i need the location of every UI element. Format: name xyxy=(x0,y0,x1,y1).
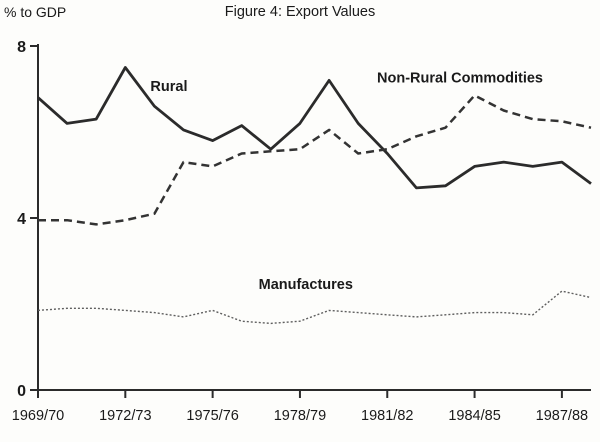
series-line-non-rural-commodities xyxy=(38,94,592,226)
y-tick-label: 0 xyxy=(17,383,26,400)
x-tick-label: 1978/79 xyxy=(274,408,326,424)
plot-area: 0 4 8 1969/70 1972/73 1975/76 1978/79 1981/82 19… xyxy=(12,39,592,424)
series-label-manufactures: Manufactures xyxy=(259,277,353,293)
axes xyxy=(37,44,591,391)
series-line-manufactures xyxy=(37,290,592,325)
y-tick-label: 4 xyxy=(17,211,26,228)
series-line-rural xyxy=(37,66,592,190)
x-tick-label: 1987/88 xyxy=(536,408,588,424)
x-tick-label: 1975/76 xyxy=(186,408,238,424)
y-tick-label: 8 xyxy=(17,39,26,56)
series-label-non-rural-commodities: Non-Rural Commodities xyxy=(377,71,543,87)
x-tick-label: 1972/73 xyxy=(99,408,151,424)
y-axis-label: % to GDP xyxy=(4,4,66,20)
x-tick-label: 1969/70 xyxy=(12,408,64,424)
x-tick-label: 1981/82 xyxy=(361,408,413,424)
x-tick-label: 1984/85 xyxy=(448,408,500,424)
series-label-rural: Rural xyxy=(150,79,187,95)
chart-title: Figure 4: Export Values xyxy=(225,4,375,20)
